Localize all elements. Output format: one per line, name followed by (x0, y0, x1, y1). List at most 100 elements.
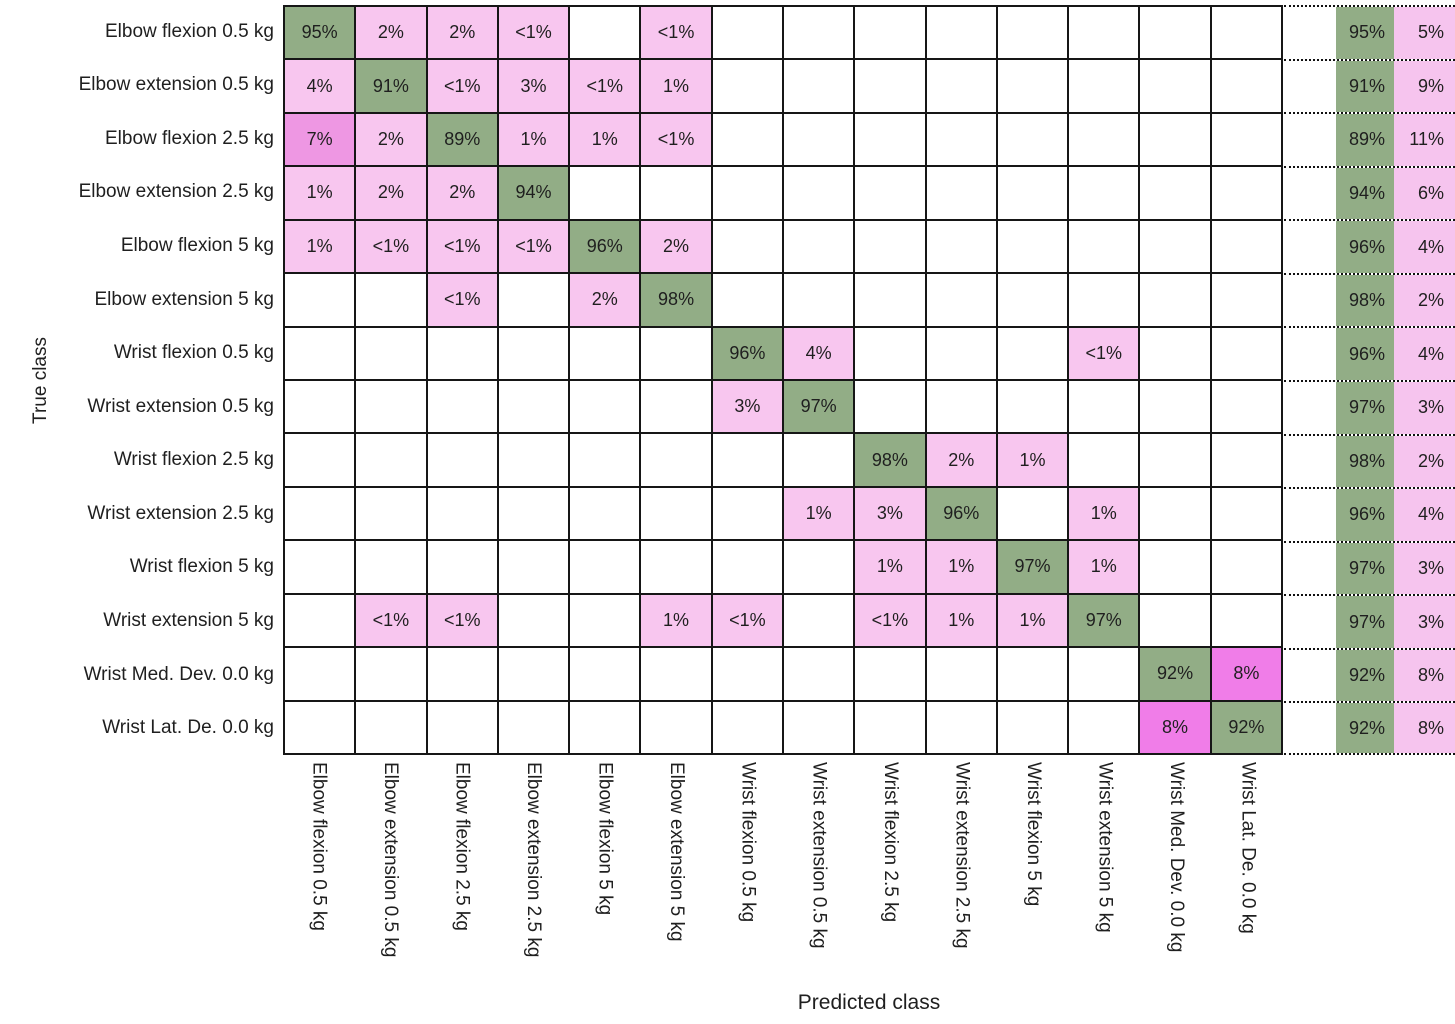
summary-gap-cell (1284, 703, 1336, 753)
matrix-cell: <1% (356, 220, 426, 273)
matrix-cell (356, 274, 426, 326)
matrix-cell: 96% (926, 487, 996, 540)
row-labels: Elbow flexion 0.5 kg Elbow extension 0.5 … (0, 5, 274, 755)
summary-correct-cell: 98% (1336, 274, 1394, 327)
matrix-cell (997, 648, 1068, 700)
col-label: Wrist flexion 0.5 kg (737, 762, 758, 927)
row-label: Wrist Med. Dev. 0.0 kg (83, 663, 274, 685)
matrix-cell: 8% (1140, 701, 1210, 753)
matrix-cell: 1% (641, 60, 711, 112)
col-label: Elbow extension 0.5 kg (380, 762, 401, 962)
matrix-cell (570, 701, 640, 753)
col-label-text: Wrist Lat. De. 0.0 kg (1237, 762, 1259, 934)
matrix-cell (1211, 327, 1281, 379)
summary-row: 96% 4% (1284, 326, 1455, 380)
summary-row: 96% 4% (1284, 219, 1455, 273)
matrix-cell: 98% (641, 274, 711, 326)
summary-error-cell: 3% (1394, 596, 1455, 648)
summary-row: 91% 9% (1284, 58, 1455, 113)
matrix-cell (855, 60, 925, 112)
col-labels: Elbow flexion 0.5 kg Elbow extension 0.5 … (283, 762, 1283, 962)
matrix-cell (285, 434, 355, 486)
col-label: Wrist Lat. De. 0.0 kg (1237, 762, 1259, 939)
matrix-cell (783, 7, 854, 59)
row-label: Wrist flexion 5 kg (129, 556, 274, 578)
matrix-cell: 92% (1211, 701, 1281, 753)
matrix-cell (356, 648, 426, 700)
matrix-cell (997, 380, 1068, 433)
col-label-text: Wrist Med. Dev. 0.0 kg (1165, 762, 1187, 953)
col-label: Elbow extension 2.5 kg (523, 762, 544, 962)
matrix-cell (498, 380, 569, 433)
matrix-cell (712, 648, 782, 700)
matrix-cell (570, 7, 640, 59)
row-label: Elbow flexion 2.5 kg (105, 127, 274, 149)
matrix-cell: 92% (1140, 648, 1210, 700)
summary-error-cell: 5% (1394, 7, 1455, 59)
summary-error-cell: 6% (1394, 167, 1455, 220)
matrix-cell (926, 274, 996, 326)
col-label: Elbow flexion 0.5 kg (308, 762, 330, 936)
matrix-cell: 1% (1069, 541, 1139, 593)
summary-gap-cell (1284, 114, 1336, 166)
matrix-cell (783, 701, 854, 753)
matrix-cell (855, 7, 925, 59)
matrix-cell (570, 487, 640, 540)
matrix-cell: 2% (356, 7, 426, 59)
matrix-cell (855, 274, 925, 326)
col-label-text: Wrist extension 2.5 kg (951, 762, 973, 949)
summary-gap-cell (1284, 274, 1336, 327)
matrix-cell (1211, 167, 1281, 219)
col-label-text: Elbow flexion 0.5 kg (308, 762, 330, 931)
matrix-cell (1140, 167, 1210, 219)
col-label: Wrist extension 0.5 kg (809, 762, 830, 954)
row-label: Wrist flexion 2.5 kg (113, 449, 274, 471)
matrix-cell (641, 167, 711, 219)
summary-row: 97% 3% (1284, 540, 1455, 595)
matrix-cell (356, 701, 426, 753)
matrix-cell (855, 701, 925, 753)
matrix-cell (570, 434, 640, 486)
matrix-cell (498, 594, 569, 647)
matrix-cell (570, 541, 640, 593)
summary-correct-cell: 97% (1336, 382, 1394, 434)
matrix-cell (1211, 60, 1281, 112)
summary-gap-cell (1284, 7, 1336, 59)
matrix-cell (1140, 220, 1210, 273)
matrix-cell (285, 274, 355, 326)
matrix-cell: 1% (285, 167, 355, 219)
matrix-cell (855, 167, 925, 219)
summary-error-cell: 4% (1394, 328, 1455, 380)
matrix-cell (641, 487, 711, 540)
matrix-cell: 3% (855, 487, 925, 540)
matrix-cell (427, 434, 497, 486)
row-label: Elbow extension 2.5 kg (78, 181, 274, 203)
matrix-cell: <1% (427, 60, 497, 112)
matrix-cell (997, 113, 1068, 166)
matrix-cell (1140, 327, 1210, 379)
col-label: Elbow flexion 5 kg (594, 762, 615, 920)
matrix-cell: <1% (570, 60, 640, 112)
summary-row: 95% 5% (1284, 5, 1455, 59)
matrix-cell: 1% (570, 113, 640, 166)
summary-gap-cell (1284, 435, 1336, 488)
col-label-text: Wrist extension 5 kg (1094, 762, 1116, 933)
matrix-cell (712, 541, 782, 593)
row-label: Elbow flexion 5 kg (120, 235, 274, 257)
matrix-cell (498, 434, 569, 486)
matrix-cell (570, 648, 640, 700)
matrix-cell (926, 113, 996, 166)
matrix-cell (926, 167, 996, 219)
matrix-cell (1140, 113, 1210, 166)
matrix-cell (1211, 380, 1281, 433)
matrix-cell (783, 220, 854, 273)
matrix-cell: 1% (285, 220, 355, 273)
matrix-cell: 1% (926, 541, 996, 593)
matrix-cell (641, 701, 711, 753)
matrix-cell (285, 487, 355, 540)
col-label: Wrist Med. Dev. 0.0 kg (1165, 762, 1187, 957)
matrix-cell (997, 487, 1068, 540)
row-label: Wrist extension 5 kg (103, 610, 274, 632)
matrix-cell (427, 701, 497, 753)
matrix-cell (427, 648, 497, 700)
